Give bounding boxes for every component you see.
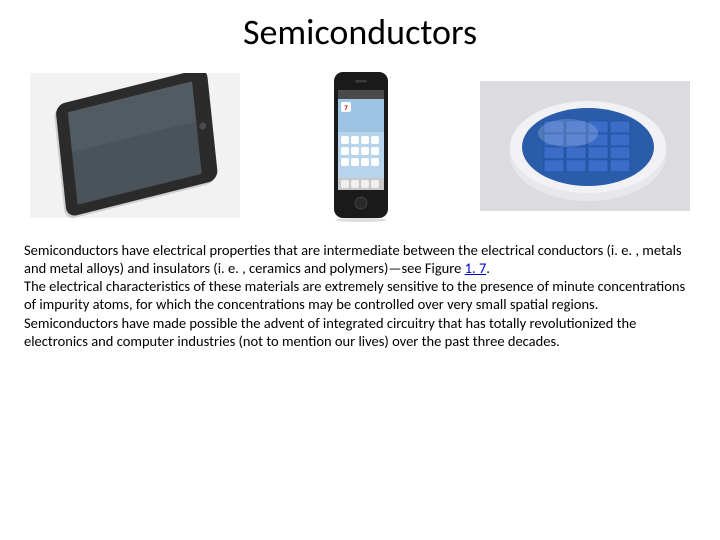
phone-image: 7 xyxy=(300,68,420,223)
images-row: 7 xyxy=(20,68,700,223)
paragraph-3: Semiconductors have made possible the ad… xyxy=(24,314,636,350)
slide-title: Semiconductors xyxy=(20,10,700,54)
body-text: Semiconductors have electrical propertie… xyxy=(20,241,700,350)
figure-link[interactable]: 1. 7 xyxy=(465,259,487,277)
svg-text:7: 7 xyxy=(344,103,348,112)
paragraph-1b: . xyxy=(486,259,490,277)
slide: Semiconductors xyxy=(0,0,720,540)
wafer-image xyxy=(480,81,690,211)
paragraph-1a: Semiconductors have electrical propertie… xyxy=(24,241,682,277)
tablet-image xyxy=(30,73,240,218)
paragraph-2: The electrical characteristics of these … xyxy=(24,277,685,313)
